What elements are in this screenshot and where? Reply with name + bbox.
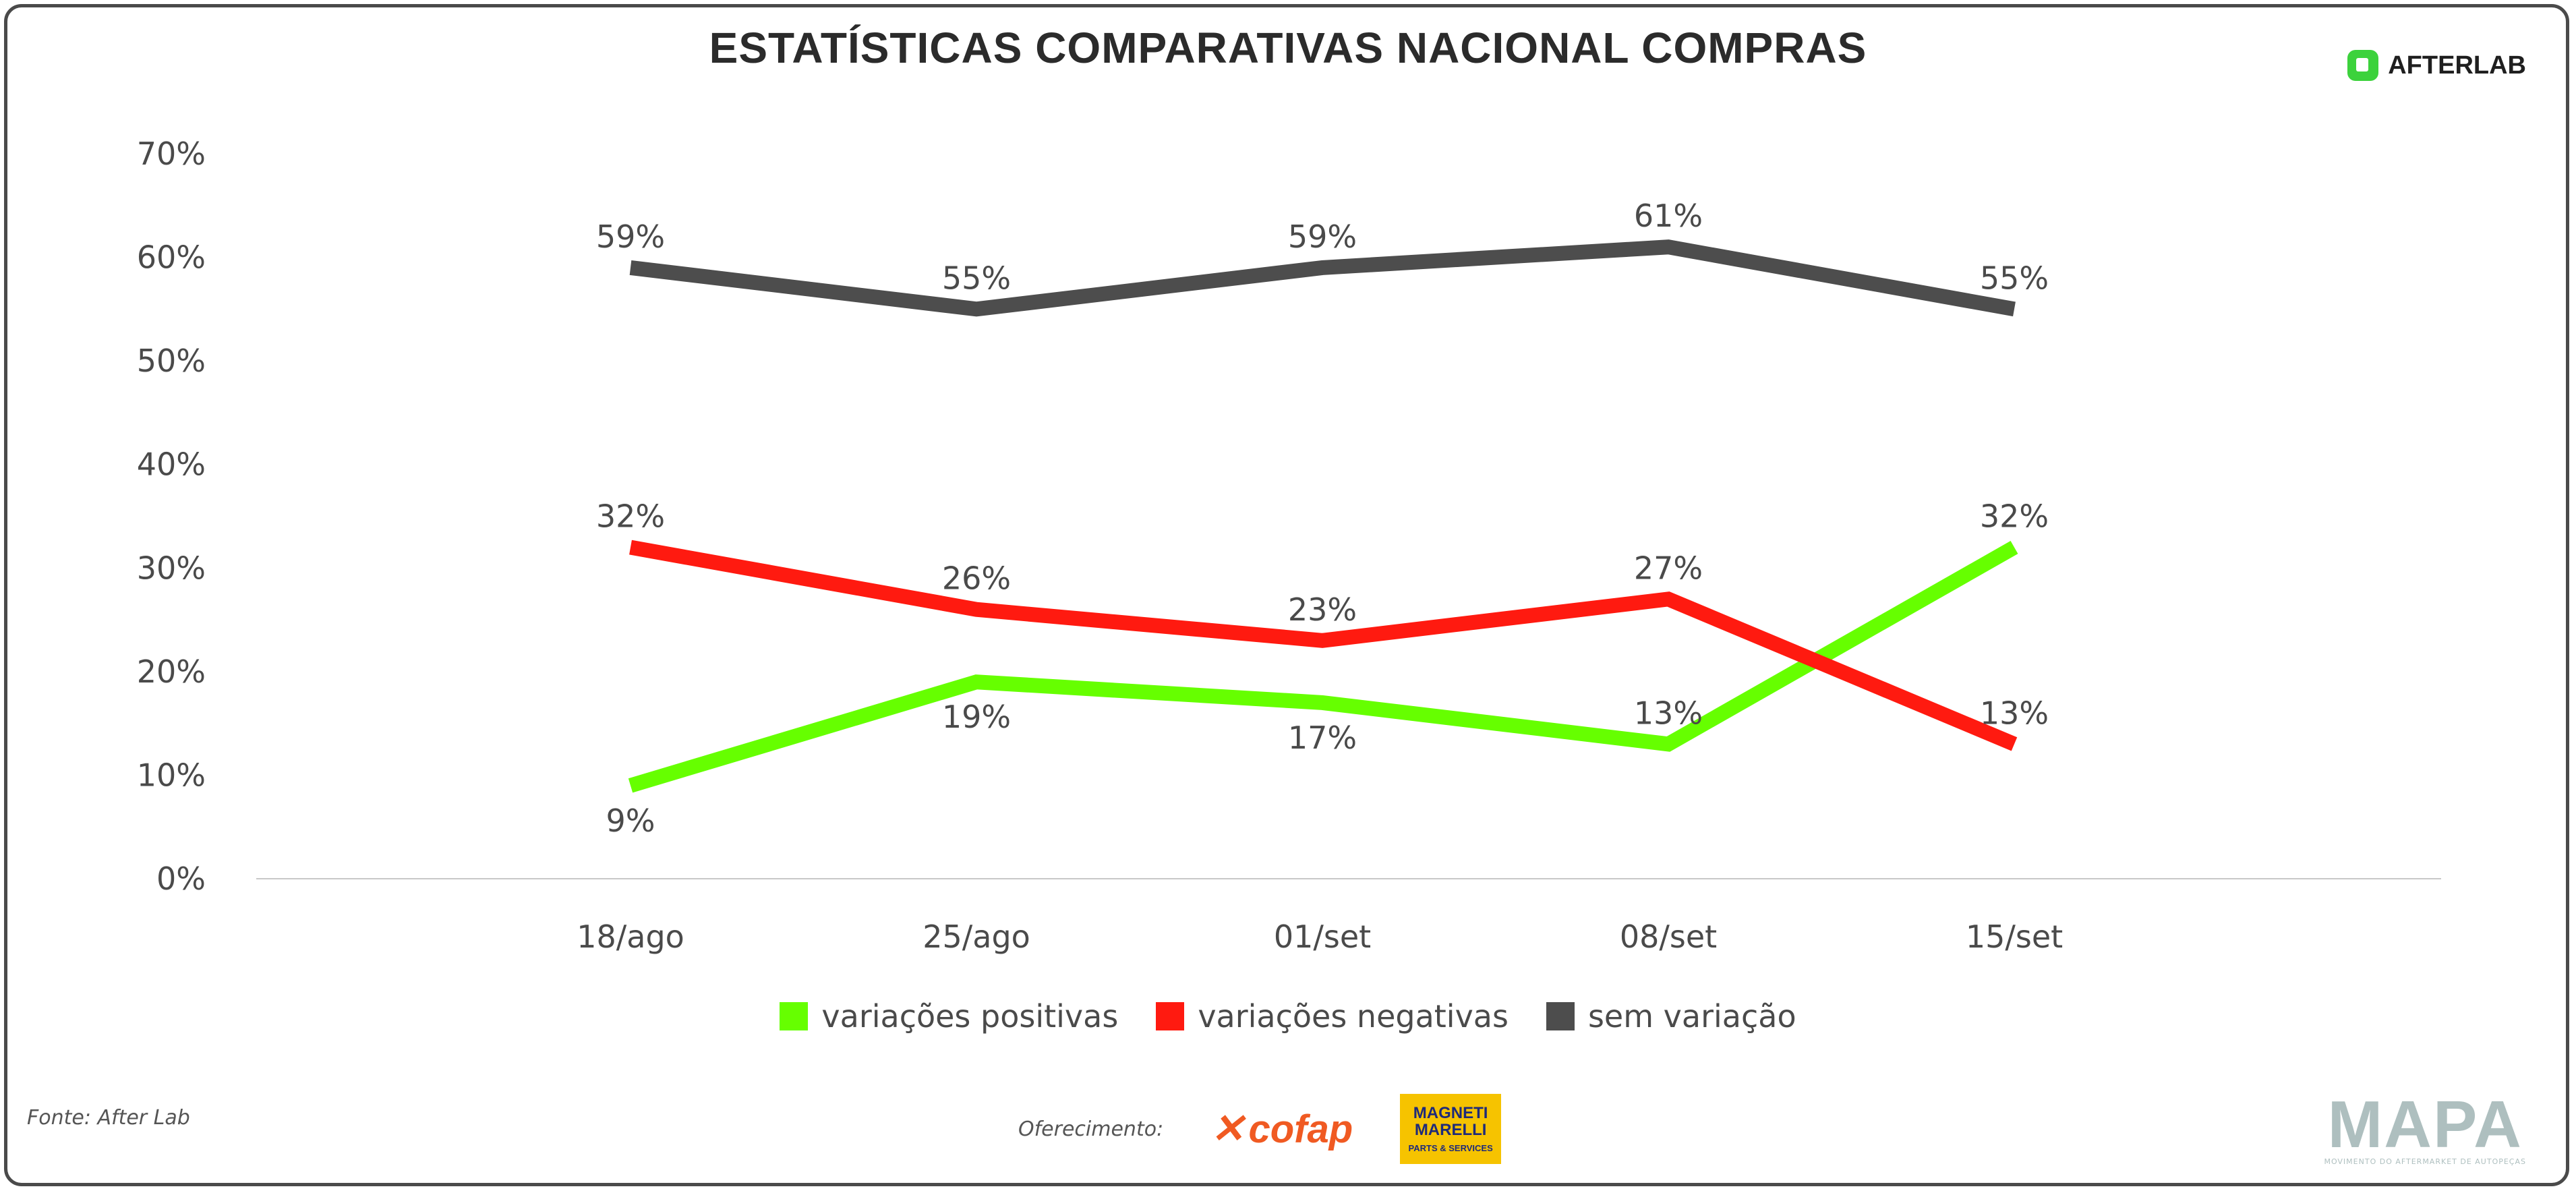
mapa-wordmark: MAPA: [2327, 1087, 2523, 1161]
magneti-marelli-logo: MAGNETI MARELLI PARTS & SERVICES: [1400, 1094, 1502, 1164]
legend-label-neutral: sem variação: [1587, 998, 1796, 1035]
legend: variações positivas variações negativas …: [0, 998, 2576, 1035]
legend-item-negative: variações negativas: [1156, 998, 1509, 1035]
x-tick-label: 08/set: [1620, 919, 1717, 955]
x-tick-label: 01/set: [1274, 919, 1371, 955]
data-label-positive: 13%: [1634, 695, 1703, 731]
data-label-negative: 32%: [596, 498, 665, 535]
data-label-neutral: 59%: [1288, 219, 1357, 255]
legend-swatch-negative: [1156, 1002, 1185, 1030]
legend-swatch-positive: [780, 1002, 809, 1030]
data-label-negative: 27%: [1634, 550, 1703, 586]
legend-item-neutral: sem variação: [1546, 998, 1796, 1035]
y-tick-label: 70%: [137, 136, 206, 172]
mapa-logo: MAPA MOVIMENTO DO AFTERMARKET DE AUTOPEÇ…: [2324, 1091, 2526, 1166]
data-label-neutral: 59%: [596, 219, 665, 255]
parts-services-text: PARTS & SERVICES: [1408, 1142, 1493, 1153]
y-tick-label: 0%: [156, 861, 206, 897]
y-tick-label: 20%: [137, 653, 206, 690]
sponsor-label: Oferecimento:: [1018, 1117, 1164, 1141]
marelli-text: MARELLI: [1414, 1120, 1487, 1139]
x-tick-label: 15/set: [1966, 919, 2063, 955]
x-tick-label: 18/ago: [577, 919, 684, 955]
data-label-neutral: 55%: [942, 260, 1011, 296]
series-line-negative: [629, 540, 2018, 751]
legend-item-positive: variações positivas: [780, 998, 1118, 1035]
afterlab-mark-icon: [2347, 50, 2379, 81]
series-lines: [628, 239, 2018, 793]
series-line-positive: [628, 541, 2018, 793]
cofap-wordmark: cofap: [1248, 1107, 1353, 1151]
y-tick-label: 60%: [137, 239, 206, 276]
y-tick-label: 30%: [137, 550, 206, 586]
legend-swatch-neutral: [1546, 1002, 1575, 1030]
data-label-positive: 19%: [942, 699, 1011, 735]
data-label-neutral: 61%: [1634, 198, 1703, 234]
afterlab-wordmark: AFTERLAB: [2388, 51, 2526, 80]
data-label-positive: 9%: [606, 803, 655, 839]
data-labels: 9% 19% 17% 13% 32% 32% 26% 23% 27% 13% 59% 55% 59% 61…: [596, 198, 2049, 839]
data-label-negative: 23%: [1288, 591, 1357, 628]
legend-label-negative: variações negativas: [1198, 998, 1509, 1035]
cofap-logo: ✕ cofap: [1210, 1105, 1353, 1153]
chart-frame: [4, 4, 2569, 1186]
cofap-mark-icon: ✕: [1210, 1106, 1245, 1151]
data-label-negative: 13%: [1980, 695, 2049, 731]
data-label-positive: 17%: [1288, 720, 1357, 756]
y-tick-label: 50%: [137, 343, 206, 379]
data-label-positive: 32%: [1980, 498, 2049, 535]
sponsor-block: Oferecimento: ✕ cofap MAGNETI MARELLI PA…: [1018, 1094, 1502, 1164]
magneti-text: MAGNETI: [1413, 1103, 1488, 1122]
y-axis: 0% 10% 20% 30% 40% 50% 60% 70%: [137, 136, 206, 897]
mapa-tagline: MOVIMENTO DO AFTERMARKET DE AUTOPEÇAS: [2324, 1157, 2526, 1166]
x-axis: 18/ago 25/ago 01/set 08/set 15/set: [577, 919, 2063, 955]
chart-title: ESTATÍSTICAS COMPARATIVAS NACIONAL COMPR…: [709, 24, 1867, 72]
y-tick-label: 10%: [137, 757, 206, 793]
series-line-neutral: [629, 239, 2016, 317]
afterlab-logo: AFTERLAB: [2347, 50, 2526, 81]
data-label-negative: 26%: [942, 560, 1011, 597]
y-tick-label: 40%: [137, 446, 206, 483]
source-note: Fonte: After Lab: [27, 1106, 190, 1130]
data-label-neutral: 55%: [1980, 260, 2049, 296]
legend-label-positive: variações positivas: [821, 998, 1119, 1035]
x-tick-label: 25/ago: [923, 919, 1030, 955]
